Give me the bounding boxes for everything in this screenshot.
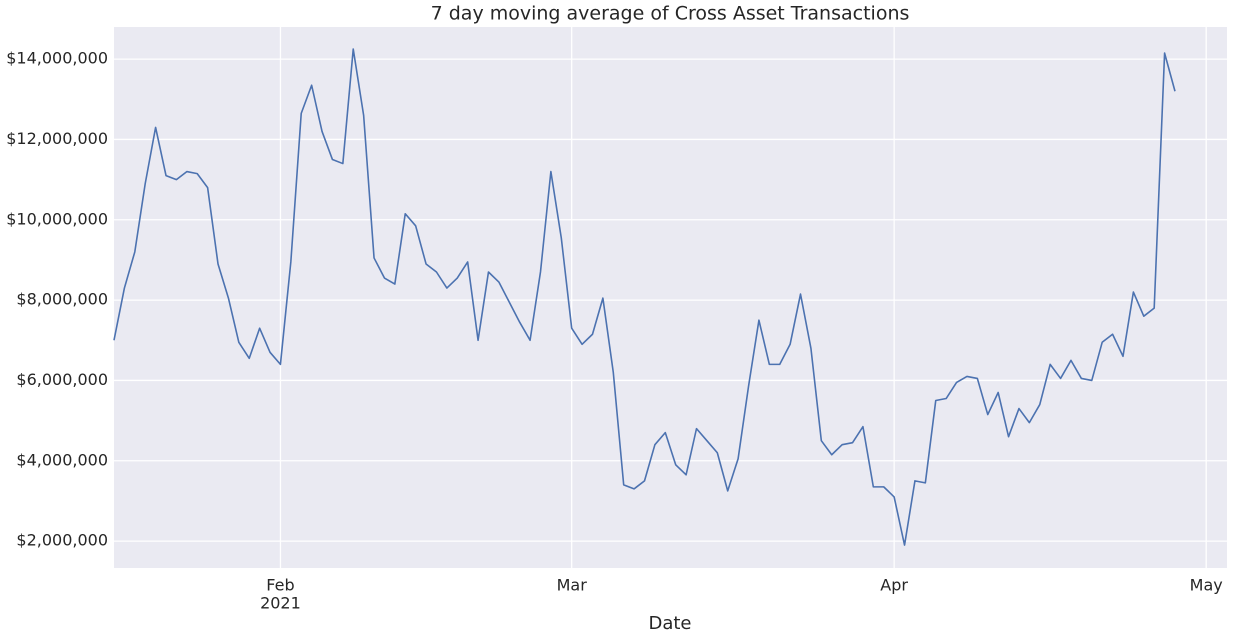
y-tick-label: $14,000,000: [6, 49, 108, 68]
x-tick-label: Apr: [880, 576, 908, 595]
x-tick-year: 2021: [260, 594, 301, 613]
y-tick-label: $2,000,000: [16, 531, 108, 550]
plot-area: [114, 27, 1227, 568]
y-tick-label: $4,000,000: [16, 450, 108, 469]
y-tick-label: $12,000,000: [6, 129, 108, 148]
y-tick-label: $8,000,000: [16, 290, 108, 309]
chart-title: 7 day moving average of Cross Asset Tran…: [431, 3, 910, 25]
y-tick-label: $6,000,000: [16, 370, 108, 389]
data-line: [113, 48, 1176, 546]
x-axis-label: Date: [648, 613, 691, 634]
x-tick-label: Mar: [557, 576, 588, 595]
y-tick-label: $10,000,000: [6, 209, 108, 228]
x-tick-label: May: [1190, 576, 1223, 595]
x-tick-label: Feb: [266, 576, 294, 595]
